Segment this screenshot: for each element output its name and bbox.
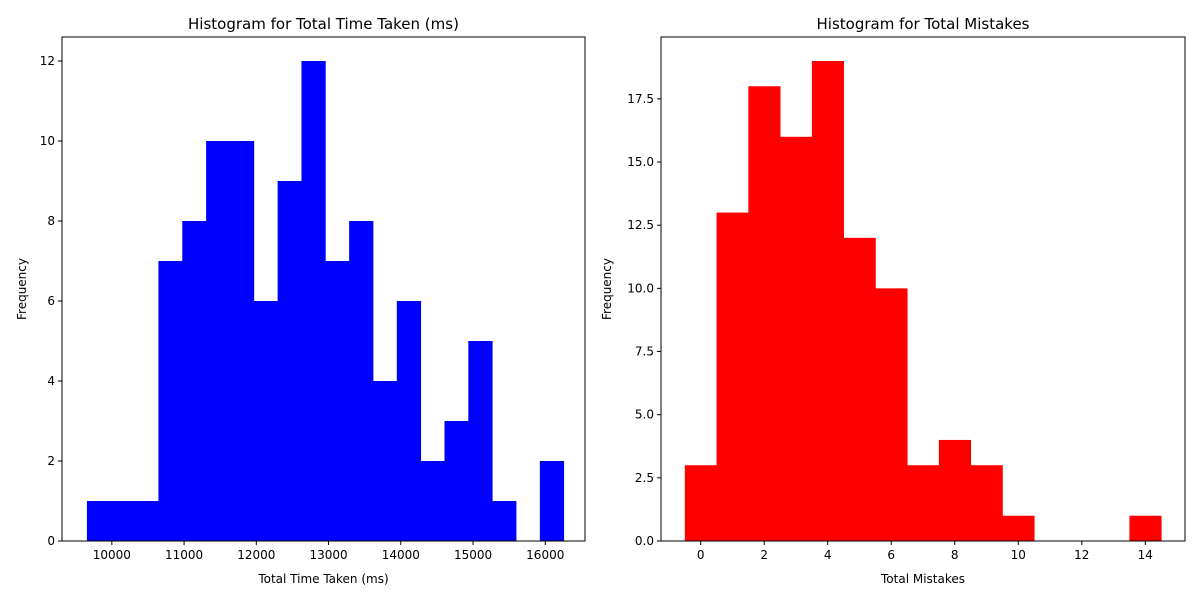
histogram-bar	[468, 341, 493, 541]
histogram-bar	[539, 461, 565, 541]
histogram-bar	[182, 221, 207, 541]
x-axis-label: Total Time Taken (ms)	[257, 572, 388, 586]
plot-frame	[61, 36, 586, 542]
histogram-bar	[349, 221, 374, 541]
x-tick-label: 2	[760, 548, 768, 562]
x-tick-label: 12000	[237, 548, 275, 562]
x-tick-label: 8	[951, 548, 959, 562]
y-tick-label: 12	[40, 54, 55, 68]
x-tick-label: 10	[1011, 548, 1026, 562]
x-tick-label: 15000	[454, 548, 492, 562]
x-tick-label: 11000	[165, 548, 203, 562]
histogram-bar	[780, 136, 813, 541]
y-tick-label: 0	[47, 534, 55, 548]
histogram-bar	[396, 301, 422, 541]
histogram-bar	[811, 61, 845, 541]
x-tick-label: 16000	[526, 548, 564, 562]
histogram-bar	[372, 381, 398, 541]
histogram-bar	[492, 501, 517, 541]
histogram-bar	[748, 86, 781, 542]
y-tick-label: 4	[47, 374, 55, 388]
time-histogram: Histogram for Total Time Taken (ms) Tota…	[15, 15, 586, 586]
y-tick-label: 15.0	[627, 155, 654, 169]
plot-frame	[660, 36, 1186, 542]
histogram-bar	[301, 61, 326, 541]
histogram-bar	[716, 212, 749, 541]
histogram-bar	[1129, 515, 1162, 541]
histogram-bar	[684, 465, 717, 541]
y-tick-label: 12.5	[627, 218, 654, 232]
x-axis-label: Total Mistakes	[880, 572, 965, 586]
mistakes-histogram: Histogram for Total Mistakes Total Mista…	[600, 15, 1186, 586]
x-tick-label: 12	[1074, 548, 1089, 562]
histogram-bar	[444, 421, 469, 541]
histogram-bar	[134, 501, 159, 541]
chart-title: Histogram for Total Mistakes	[817, 15, 1030, 33]
y-axis-label: Frequency	[600, 258, 614, 320]
histogram-bar	[325, 261, 350, 541]
x-tick-label: 6	[887, 548, 895, 562]
y-tick-label: 8	[47, 214, 55, 228]
chart-title: Histogram for Total Time Taken (ms)	[188, 15, 459, 33]
histogram-bar	[938, 439, 972, 541]
histogram-bar	[206, 141, 231, 541]
histogram-bar	[229, 141, 255, 541]
y-tick-label: 2	[47, 454, 55, 468]
histogram-bar	[907, 465, 940, 541]
histogram-bar	[875, 288, 908, 541]
histogram-bar	[1002, 515, 1035, 541]
x-tick-label: 0	[697, 548, 705, 562]
histogram-bar	[158, 261, 183, 541]
y-tick-label: 0.0	[635, 534, 654, 548]
histogram-bar	[253, 301, 279, 541]
x-tick-label: 4	[824, 548, 832, 562]
y-tick-label: 6	[47, 294, 55, 308]
y-tick-label: 2.5	[635, 471, 654, 485]
y-tick-label: 10	[40, 134, 55, 148]
histogram-bar	[277, 181, 302, 541]
histogram-bar	[843, 237, 876, 541]
x-tick-label: 10000	[93, 548, 131, 562]
histogram-bar	[110, 501, 135, 541]
histogram-bar	[970, 465, 1003, 541]
y-axis-label: Frequency	[15, 258, 29, 320]
histogram-bar	[86, 501, 112, 541]
x-tick-label: 14	[1138, 548, 1153, 562]
histogram-bar	[420, 461, 445, 541]
y-tick-label: 10.0	[627, 281, 654, 295]
x-tick-label: 13000	[309, 548, 347, 562]
y-tick-label: 5.0	[635, 408, 654, 422]
x-tick-label: 14000	[382, 548, 420, 562]
y-tick-label: 17.5	[627, 92, 654, 106]
y-tick-label: 7.5	[635, 345, 654, 359]
